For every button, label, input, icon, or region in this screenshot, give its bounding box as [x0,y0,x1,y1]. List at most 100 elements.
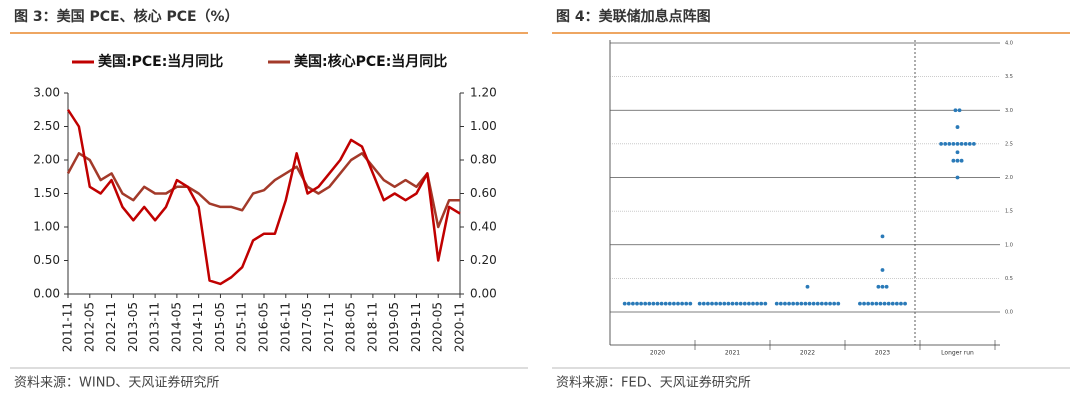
dot [755,301,759,306]
dot [803,301,808,306]
y-tick-label: 0.5 [1005,276,1013,282]
dot [639,301,643,306]
dot [882,301,887,306]
y2-tick-label: 0.00 [470,287,497,301]
legend-label: 美国:核心PCE:当月同比 [294,53,447,70]
x-tick-label: 2011-11 [61,302,75,352]
dot [903,301,907,306]
dot [680,301,684,306]
dot [876,284,881,289]
dot [688,301,693,306]
x-tick-label: 2015-05 [213,302,227,352]
dot [832,301,837,306]
x-tick-label: 2012-11 [104,302,118,352]
dot [783,301,787,306]
dot [890,301,895,306]
dot [730,301,735,306]
dot [815,301,820,306]
data-line [66,109,461,286]
y-tick-label: 1.50 [33,186,60,200]
dot [955,125,960,129]
figure-title: 图 3：美国 PCE、核心 PCE（%） [14,8,239,25]
dot [738,301,743,306]
dot [791,301,796,306]
y-tick-label: 2.5 [1005,141,1013,147]
x-tick-label: 2018-11 [365,302,379,352]
y-tick-label: 2.0 [1005,175,1013,181]
dot [647,301,652,306]
dot [862,301,866,306]
dot [684,301,689,306]
dot [955,141,960,146]
dot [747,301,751,306]
dot [722,301,727,306]
x-tick-label: 2012-05 [82,302,96,352]
dot [951,158,956,163]
dot [943,141,948,146]
dot [742,301,747,306]
x-tick-label: 2018-05 [344,302,358,352]
y-tick-label: 2.50 [33,119,60,133]
dot [631,301,635,306]
dot [836,301,841,306]
x-tick-label: 2020-11 [453,302,467,352]
dot [959,158,964,163]
x-tick-label: Longer run [941,350,974,357]
dot [626,301,631,306]
dot [819,301,824,306]
dot [880,268,885,272]
dot [799,301,804,306]
dot [697,301,702,306]
dot [955,150,960,155]
dot [635,301,639,306]
dot [870,301,875,306]
dot [759,301,764,306]
x-tick-label: 2013-05 [126,302,140,352]
dot [763,301,768,306]
dot [778,301,783,306]
y2-tick-label: 0.80 [470,153,497,167]
dot [951,141,956,146]
dot [643,301,648,306]
y-tick-label: 1.5 [1005,209,1013,215]
dot [651,301,656,306]
dot [726,301,731,306]
dot [663,301,668,306]
dot [672,301,676,306]
dot [899,301,903,306]
dot [880,284,885,289]
x-tick-label: 2014-05 [169,302,183,352]
source-note: 资料来源：FED、天风证券研究所 [556,375,751,391]
dot [805,284,810,289]
dot [957,108,962,113]
y-tick-label: 1.0 [1005,242,1013,248]
y-tick-label: 3.00 [33,86,60,100]
x-tick-label: 2020-05 [431,302,445,352]
dot [972,141,976,146]
dot [955,158,960,163]
y-tick-label: 1.00 [33,220,60,234]
dot [959,141,964,146]
dot [807,301,812,306]
x-tick-label: 2016-05 [257,302,271,352]
dot [886,301,891,306]
x-tick-label: 2017-05 [300,302,314,352]
dot [884,284,889,289]
dot [774,301,779,306]
dot [710,301,714,306]
dot [676,301,680,306]
dot [734,301,739,306]
x-tick-label: 2022 [800,350,815,357]
x-tick-label: 2019-11 [409,302,423,352]
y-tick-label: 3.0 [1005,108,1013,114]
dot [939,141,943,146]
y-tick-label: 0.00 [33,287,60,301]
dot [866,301,871,306]
dot [751,301,755,306]
x-tick-label: 2020 [650,350,665,357]
y2-tick-label: 0.40 [470,220,497,234]
x-tick-label: 2019-05 [387,302,401,352]
dot [659,301,664,306]
dot [955,175,960,180]
